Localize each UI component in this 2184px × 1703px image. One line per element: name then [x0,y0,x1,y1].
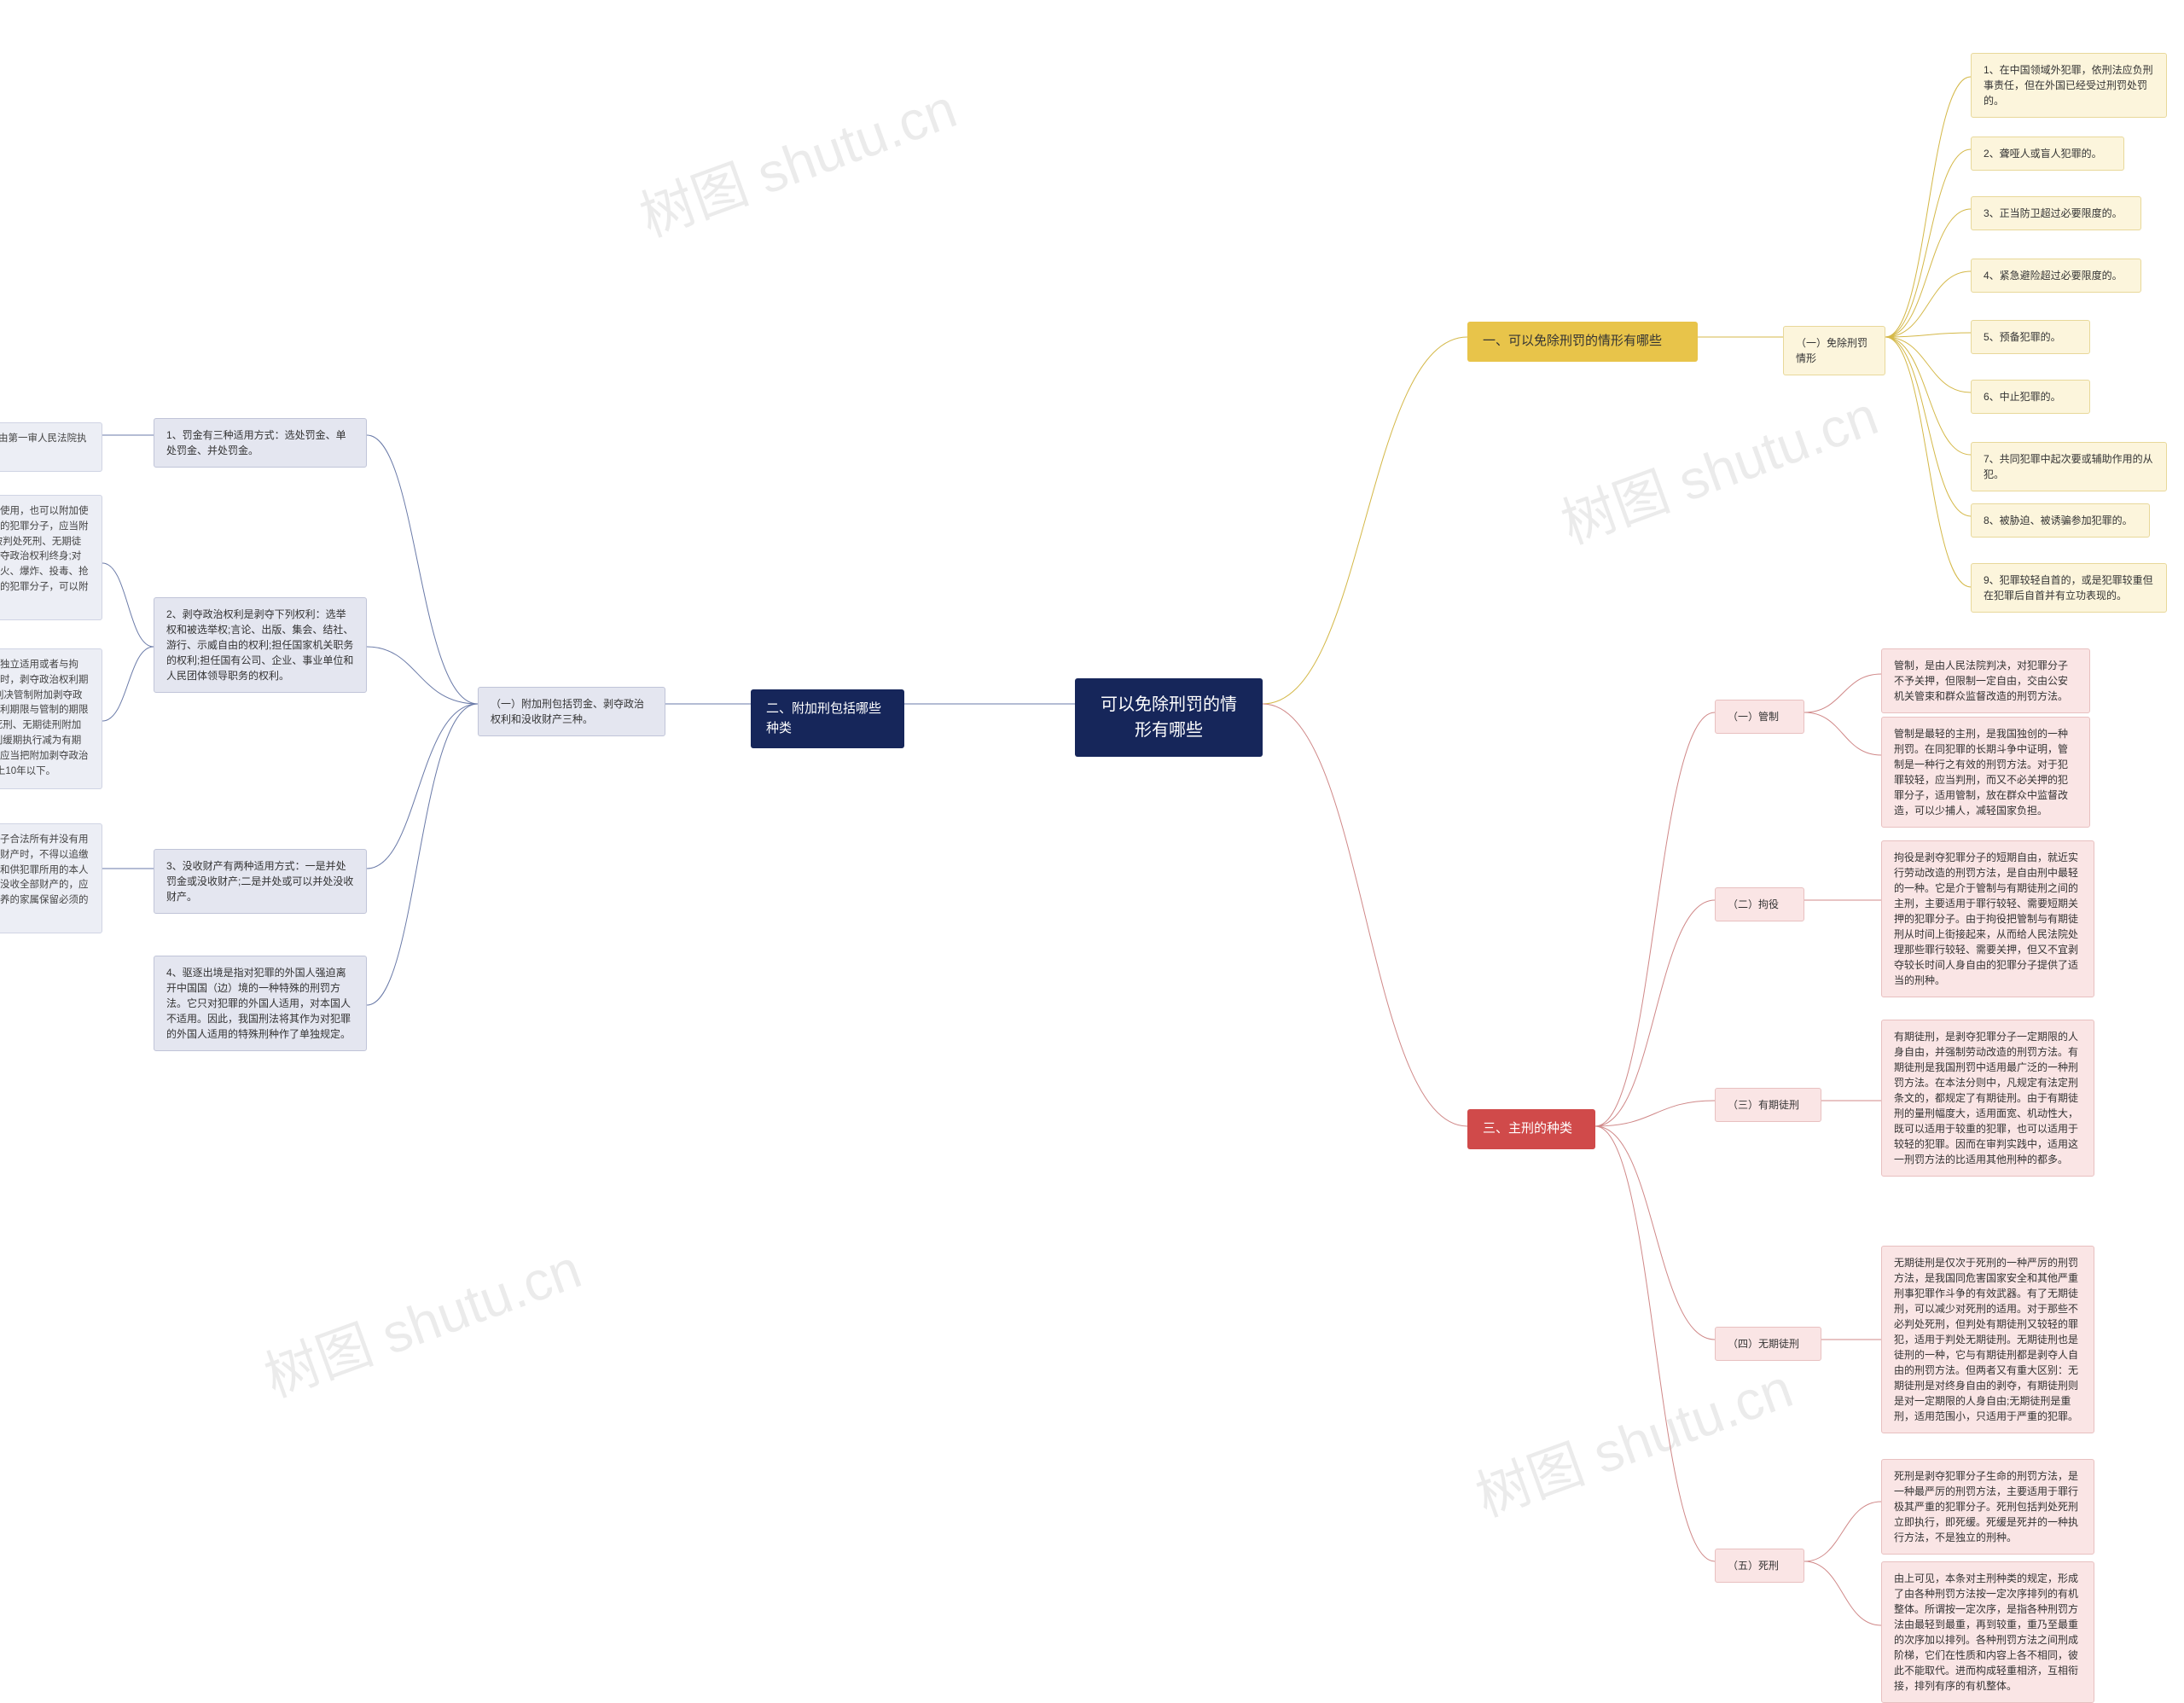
branch-3-item-1-text-1[interactable]: 管制，是由人民法院判决，对犯罪分子不予关押，但限制一定自由，交由公安机关管束和群… [1881,648,2090,713]
branch-3-sub-2[interactable]: （二）拘役 [1715,887,1804,921]
watermark: 树图 shutu.cn [628,65,966,252]
branch-1-sub[interactable]: （一）免除刑罚情形 [1783,326,1885,375]
branch-1-leaf-3[interactable]: 3、正当防卫超过必要限度的。 [1971,196,2141,230]
watermark: 树图 shutu.cn [1464,1345,1802,1532]
branch-2-item-4[interactable]: 4、驱逐出境是指对犯罪的外国人强迫离开中国国（边）境的一种特殊的刑罚方法。它只对… [154,956,367,1051]
branch-2-item-2[interactable]: 2、剥夺政治权利是剥夺下列权利：选举权和被选举权;言论、出版、集会、结社、游行、… [154,597,367,693]
branch-2-item-3[interactable]: 3、没收财产有两种适用方式：一是并处罚金或没收财产;二是并处或可以并处没收财产。 [154,849,367,914]
branch-3-sub-4[interactable]: （四）无期徒刑 [1715,1327,1821,1361]
branch-3-item-4-text-1[interactable]: 无期徒刑是仅次于死刑的一种严厉的刑罚方法，是我国同危害国家安全和其他严重刑事犯罪… [1881,1246,2094,1433]
branch-3-item-5-text-1[interactable]: 死刑是剥夺犯罪分子生命的刑罚方法，是一种最严厉的刑罚方法，主要适用于罪行极其严重… [1881,1459,2094,1555]
branch-1-leaf-6[interactable]: 6、中止犯罪的。 [1971,380,2090,414]
branch-2[interactable]: 二、附加刑包括哪些种类 [751,689,904,748]
root-node[interactable]: 可以免除刑罚的情形有哪些 [1075,678,1263,757]
branch-1-leaf-7[interactable]: 7、共同犯罪中起次要或辅助作用的从犯。 [1971,442,2167,491]
branch-2-item-2-detail-a[interactable]: 剥夺政治权利可以独立使用，也可以附加使用：对于危害国家安全的犯罪分子，应当附加剥… [0,495,102,620]
branch-1-leaf-1[interactable]: 1、在中国领域外犯罪，依刑法应负刑事责任，但在外国已经受过刑罚处罚的。 [1971,53,2167,118]
branch-3[interactable]: 三、主刑的种类 [1467,1109,1595,1149]
branch-3-item-1-text-2[interactable]: 管制是最轻的主刑，是我国独创的一种刑罚。在同犯罪的长期斗争中证明，管制是一种行之… [1881,717,2090,828]
branch-1-leaf-5[interactable]: 5、预备犯罪的。 [1971,320,2090,354]
branch-3-sub-1[interactable]: （一）管制 [1715,700,1804,734]
branch-2-sub[interactable]: （一）附加刑包括罚金、剥夺政治权利和没收财产三种。 [478,687,665,736]
branch-3-sub-5[interactable]: （五）死刑 [1715,1549,1804,1583]
branch-1-leaf-8[interactable]: 8、被胁迫、被诱骗参加犯罪的。 [1971,503,2150,538]
branch-2-item-3-detail[interactable]: 没收财产是没收犯罪分子合法所有并没有用于犯罪的财产。在没收财产时，不得以追缴犯罪… [0,823,102,933]
branch-3-item-3-text-1[interactable]: 有期徒刑，是剥夺犯罪分子一定期限的人身自由，并强制劳动改造的刑罚方法。有期徒刑是… [1881,1020,2094,1177]
branch-1-leaf-9[interactable]: 9、犯罪较轻自首的，或是犯罪较重但在犯罪后自首并有立功表现的。 [1971,563,2167,613]
branch-1-leaf-4[interactable]: 4、紧急避险超过必要限度的。 [1971,259,2141,293]
branch-3-item-2-text-1[interactable]: 拘役是剥夺犯罪分子的短期自由，就近实行劳动改造的刑罚方法，是自由刑中最轻的一种。… [1881,840,2094,997]
branch-2-item-2-detail-b[interactable]: 剥夺政治权利的期限：独立适用或者与拘役、有期徒刑附加适用时，剥夺政治权利期限为1… [0,648,102,789]
branch-3-item-5-text-2[interactable]: 由上可见，本条对主刑种类的规定，形成了由各种刑罚方法按一定次序排列的有机整体。所… [1881,1561,2094,1703]
branch-1[interactable]: 一、可以免除刑罚的情形有哪些 [1467,322,1698,362]
branch-2-item-1[interactable]: 1、罚金有三种适用方式：选处罚金、单处罚金、并处罚金。 [154,418,367,468]
branch-2-item-1-detail[interactable]: 罚金由第一审人民法院执行。 [0,422,102,472]
branch-1-leaf-2[interactable]: 2、聋哑人或盲人犯罪的。 [1971,137,2124,171]
watermark: 树图 shutu.cn [1549,372,1887,559]
connector-lines [0,0,2184,1683]
branch-3-sub-3[interactable]: （三）有期徒刑 [1715,1088,1821,1122]
watermark: 树图 shutu.cn [253,1225,590,1412]
